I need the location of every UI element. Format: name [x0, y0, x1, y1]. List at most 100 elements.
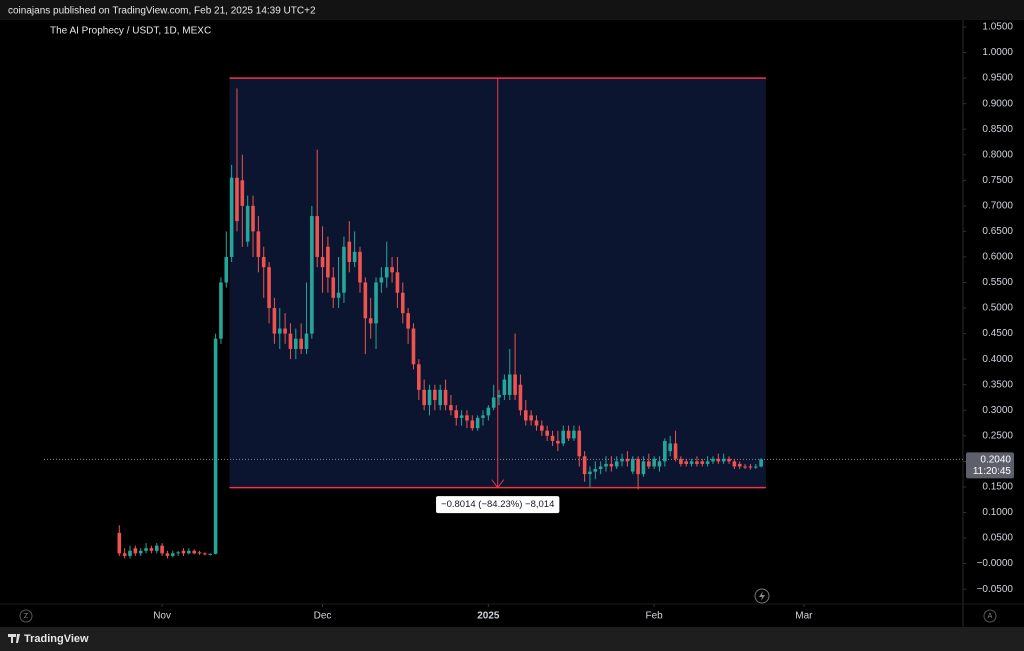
- y-tick-label: −0.0500: [977, 584, 1014, 595]
- candle-body: [417, 364, 421, 390]
- candle-body: [358, 251, 362, 283]
- candle-body: [700, 461, 705, 464]
- candle-body: [732, 461, 737, 467]
- candle-body: [679, 458, 683, 464]
- candle-body: [593, 469, 598, 472]
- candle-body: [192, 550, 196, 554]
- candle-body: [459, 415, 464, 418]
- candle-body: [320, 256, 325, 268]
- candle-body: [170, 553, 175, 556]
- candle-body: [443, 389, 448, 406]
- candle-body: [636, 458, 640, 475]
- y-tick-label: 0.4000: [982, 354, 1013, 365]
- candle-body: [288, 333, 293, 349]
- measure-arrowhead: [491, 479, 505, 489]
- header-bar: [0, 0, 1024, 20]
- candle-body: [513, 374, 517, 395]
- candle-body: [465, 415, 469, 421]
- candle-body: [534, 420, 539, 426]
- candle-body: [342, 246, 346, 293]
- candle-body: [272, 308, 277, 334]
- y-tick-label: 0.8500: [982, 124, 1013, 135]
- candle-body: [261, 256, 266, 268]
- candle-body: [721, 458, 726, 462]
- left-button-label[interactable]: Z: [24, 613, 29, 620]
- candle-body: [668, 443, 672, 452]
- candle-body: [149, 548, 154, 551]
- candle-body: [406, 313, 410, 329]
- candle-body: [251, 205, 255, 232]
- right-button[interactable]: [983, 609, 997, 623]
- candle-body: [737, 463, 742, 467]
- candle-body: [331, 277, 336, 298]
- candle-body: [197, 552, 202, 554]
- y-tick-label: −0.0000: [977, 558, 1014, 569]
- candle-body: [743, 466, 747, 468]
- x-tick-label: Feb: [646, 611, 664, 622]
- candle-body: [588, 471, 592, 475]
- candle-body: [390, 267, 394, 273]
- candle-body: [502, 379, 507, 395]
- candle-body: [753, 466, 758, 468]
- candle-body: [299, 338, 303, 349]
- candle-body: [529, 415, 533, 421]
- replay-icon[interactable]: [754, 588, 770, 604]
- y-tick-label: 0.0500: [982, 533, 1013, 544]
- candle-body: [304, 333, 309, 349]
- y-tick-label: 0.3500: [982, 379, 1013, 390]
- candle-body: [716, 458, 721, 462]
- candle-body: [454, 410, 459, 418]
- candle-body: [475, 417, 480, 429]
- candle-body: [449, 405, 453, 411]
- candle-body: [695, 461, 699, 464]
- brand-name: TradingView: [24, 633, 89, 645]
- y-tick-label: 0.9000: [982, 98, 1013, 109]
- y-tick-label: 0.7000: [982, 200, 1013, 211]
- candle-body: [673, 443, 678, 459]
- y-tick-label: 0.6000: [982, 252, 1013, 263]
- candle-body: [245, 205, 250, 242]
- right-button-label[interactable]: A: [988, 613, 993, 620]
- countdown-label: 11:20:45: [973, 466, 1012, 477]
- candle-body: [122, 553, 127, 556]
- candle-body: [117, 532, 122, 554]
- footer-bar: [0, 627, 1024, 651]
- candle-body: [326, 246, 330, 278]
- candle-body: [240, 180, 245, 206]
- candle-body: [545, 430, 549, 436]
- candle-body: [165, 553, 170, 556]
- candle-body: [748, 466, 753, 468]
- y-tick-label: 0.5500: [982, 277, 1013, 288]
- y-tick-label: 0.8000: [982, 149, 1013, 160]
- candle-body: [620, 458, 624, 462]
- y-tick-label: 0.6500: [982, 226, 1013, 237]
- candle-body: [604, 463, 608, 467]
- x-tick-label: 2025: [477, 611, 500, 622]
- candle-body: [128, 550, 132, 556]
- candle-body: [256, 231, 261, 257]
- measure-label-bg: [436, 496, 560, 514]
- candle-body: [540, 425, 544, 431]
- y-tick-label: 0.7500: [982, 175, 1013, 186]
- candle-body: [283, 328, 287, 334]
- candle-body: [609, 463, 614, 467]
- candle-body: [663, 440, 667, 462]
- candle-body: [411, 328, 416, 365]
- candle-body: [486, 407, 491, 416]
- last-price-box: [966, 452, 1014, 479]
- replay-icon-bolt: [759, 591, 765, 601]
- candle-body: [598, 466, 603, 470]
- candle-body: [572, 430, 576, 439]
- candle-body: [224, 256, 229, 283]
- candle-body: [550, 435, 555, 441]
- y-tick-label: 1.0500: [982, 22, 1013, 33]
- candle-body: [133, 548, 138, 554]
- candle-body: [518, 384, 523, 411]
- candle-body: [689, 461, 694, 464]
- candle-body: [433, 389, 437, 401]
- left-button[interactable]: [19, 609, 33, 623]
- candle-body: [213, 338, 218, 554]
- measure-label: −0.8014 (−84.23%) −8,014: [441, 499, 554, 510]
- candle-body: [277, 328, 282, 334]
- x-tick-label: Dec: [314, 611, 332, 622]
